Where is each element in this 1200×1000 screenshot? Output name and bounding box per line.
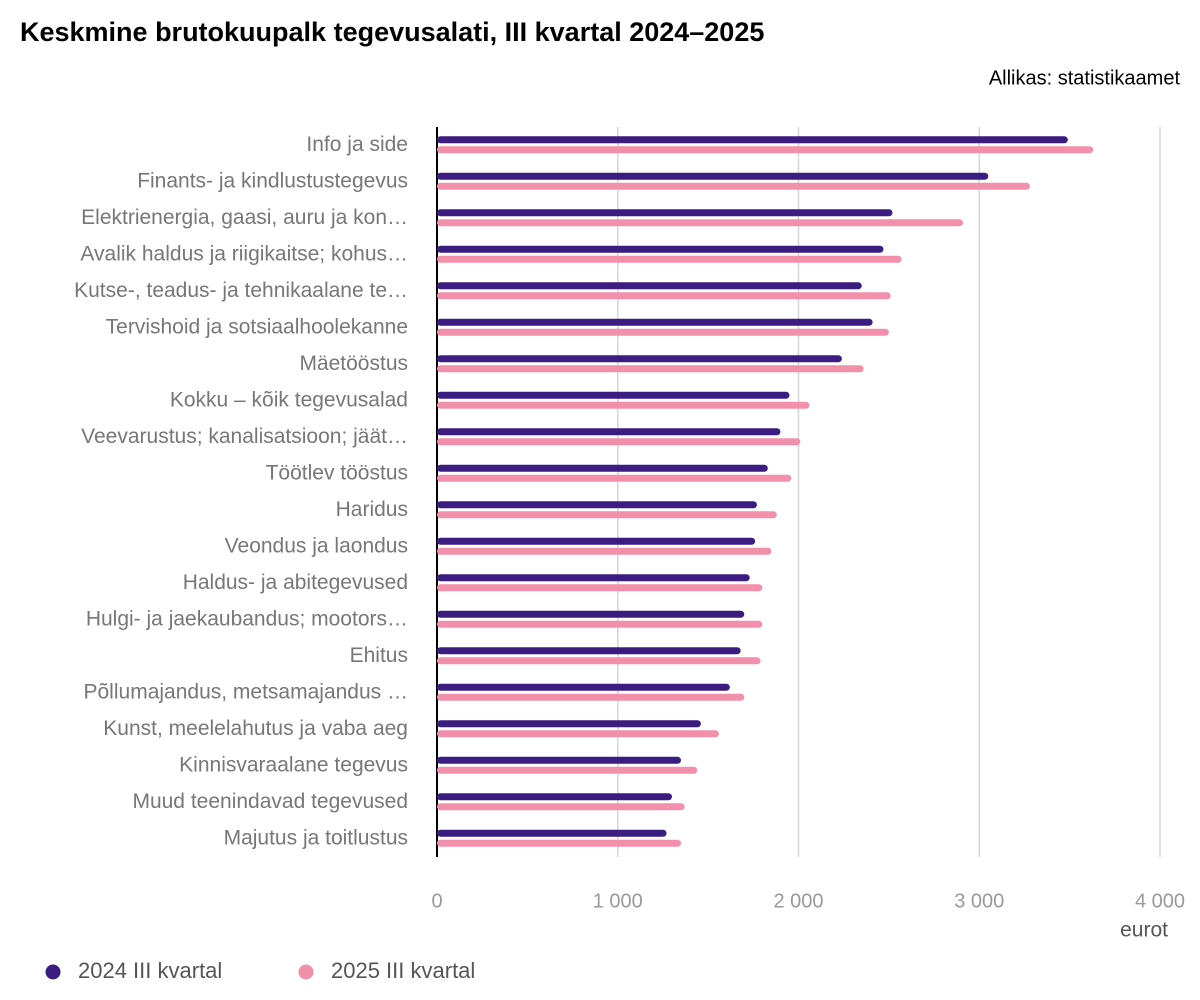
y-tick-label: Kinnisvaraalane tegevus [179,753,408,776]
bar [437,136,1068,144]
bar [437,438,801,446]
y-tick-label: Elektrienergia, gaasi, auru ja kon… [81,206,408,229]
chart-title: Keskmine brutokuupalk tegevusalati, III … [20,17,764,47]
y-tick-label: Finants- ja kindlustustegevus [137,169,408,192]
bar [437,182,1030,190]
bar [437,292,891,300]
bar [437,365,864,373]
bar [437,803,685,811]
bar [437,584,763,592]
bar [437,793,672,801]
x-tick-label: 2 000 [773,890,823,912]
bar [437,355,842,363]
bar [437,172,989,180]
y-tick-label: Põllumajandus, metsamajandus … [84,680,409,703]
bar [437,766,698,774]
x-axis-label: eurot [1120,919,1168,942]
bar [437,657,761,665]
bar [437,647,741,655]
bar [437,391,790,399]
legend-marker [298,964,314,980]
x-tick-label: 4 000 [1135,890,1185,912]
bar [437,219,963,227]
y-tick-label: Tervishoid ja sotsiaalhoolekanne [106,315,408,338]
bar [437,146,1094,154]
bar [437,245,884,253]
bar [437,255,902,263]
bar [437,574,750,582]
bar [437,537,756,545]
bar [437,620,763,628]
bar [437,209,893,217]
bar [437,547,772,555]
bar [437,610,745,618]
bar [437,282,862,290]
source: Allikas: statistikaamet [989,67,1181,89]
bar [437,756,682,764]
bar [437,511,777,519]
bar [437,683,730,691]
y-tick-label: Kutse-, teadus- ja tehnikaalane te… [74,279,408,302]
y-tick-label: Kunst, meelelahutus ja vaba aeg [103,717,408,740]
bar [437,730,719,738]
y-tick-label: Info ja side [306,133,408,156]
y-tick-label: Muud teenindavad tegevused [132,790,408,813]
y-tick-label: Veevarustus; kanalisatsioon; jäät… [81,425,408,448]
y-tick-label: Veondus ja laondus [225,534,408,557]
y-tick-label: Haridus [336,498,408,521]
legend-label: 2024 III kvartal [78,958,222,983]
bar [437,464,768,472]
bar [437,501,757,509]
bar [437,720,701,728]
bar [437,474,792,482]
bar [437,428,781,436]
bar [437,401,810,409]
y-tick-label: Avalik haldus ja riigikaitse; kohus… [80,242,408,265]
y-tick-label: Majutus ja toitlustus [224,826,408,849]
y-tick-label: Mäetööstus [299,352,408,375]
bar [437,829,667,837]
bar [437,318,873,326]
x-tick-label: 1 000 [593,890,643,912]
y-tick-label: Töötlev tööstus [266,461,408,484]
y-tick-label: Haldus- ja abitegevused [183,571,408,594]
bar [437,839,682,847]
legend-label: 2025 III kvartal [331,958,475,983]
y-tick-label: Hulgi- ja jaekaubandus; mootors… [86,607,408,630]
x-tick-label: 3 000 [954,890,1004,912]
y-tick-label: Kokku – kõik tegevusalad [170,388,408,411]
y-tick-label: Ehitus [350,644,408,667]
bar [437,328,889,336]
legend-marker [45,964,61,980]
x-tick-label: 0 [431,890,442,912]
bar [437,693,745,701]
